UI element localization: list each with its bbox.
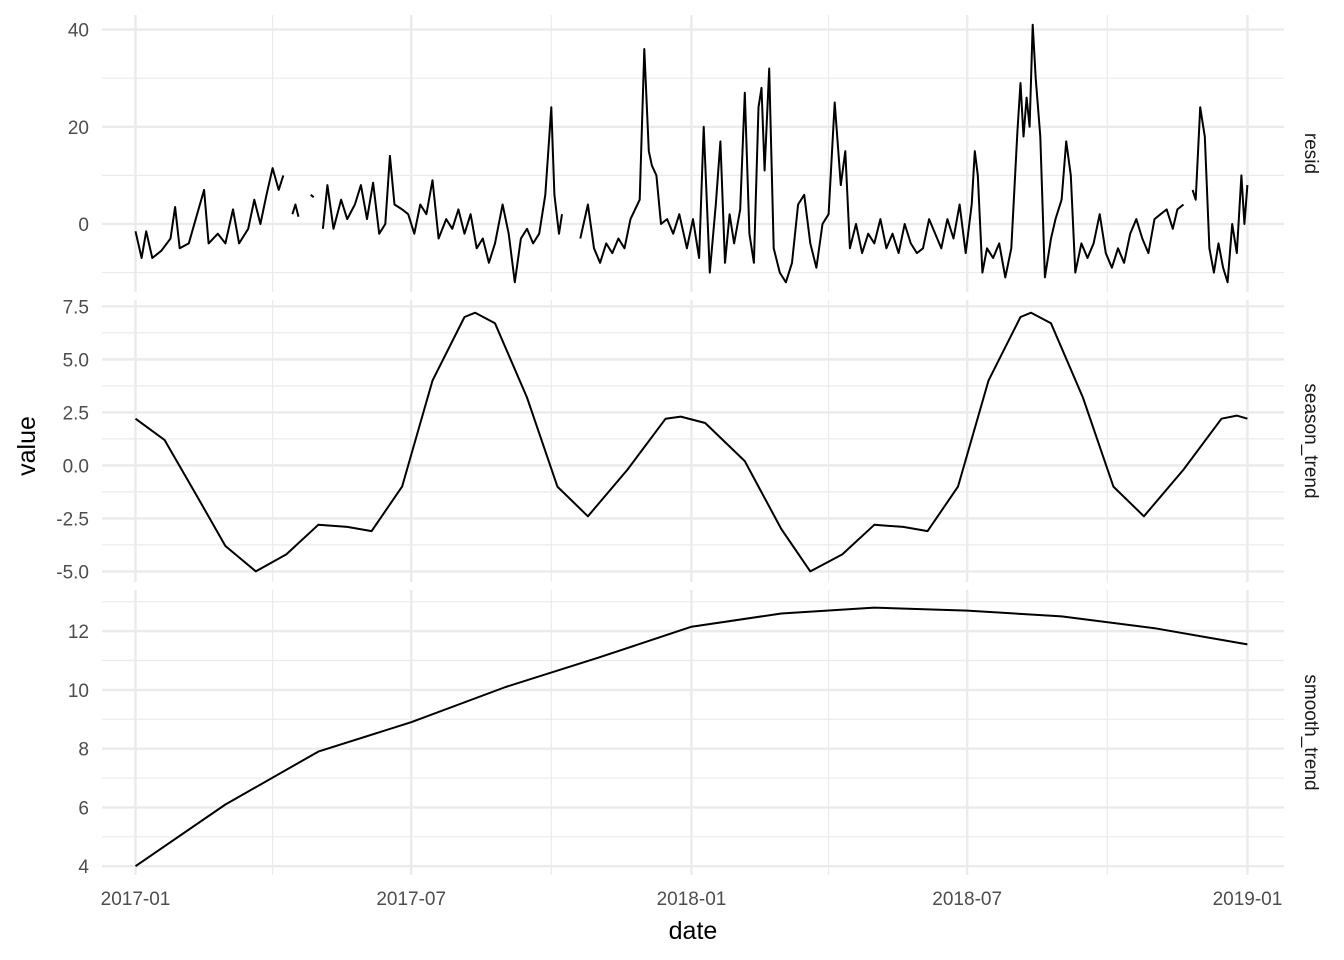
y-tick-label: 4 xyxy=(78,857,89,878)
series-line-resid xyxy=(134,23,1249,284)
y-tick-label: 5.0 xyxy=(63,350,89,371)
panel-season_trend: 7.5 5.0 2.5 0.0 -2.5 -5.0 season_trend xyxy=(56,297,1321,583)
x-tick-label: 2017-01 xyxy=(101,889,171,910)
panel-smooth_trend: 12 10 8 6 4 smooth_trend xyxy=(68,590,1321,878)
panel-resid: 0 20 40 resid xyxy=(68,15,1321,292)
strip-label: season_trend xyxy=(1300,383,1321,498)
y-tick-label: 40 xyxy=(68,21,89,42)
y-tick-label: 0 xyxy=(78,215,89,236)
y-tick-label: 0.0 xyxy=(63,456,89,477)
x-tick-label: 2019-01 xyxy=(1213,889,1283,910)
y-tick-label: 6 xyxy=(78,798,89,819)
y-tick-label: -5.0 xyxy=(56,562,89,583)
y-tick-label: -2.5 xyxy=(56,509,89,530)
y-tick-label: 12 xyxy=(68,622,89,643)
x-tick-label: 2017-07 xyxy=(376,889,446,910)
x-axis-title: date xyxy=(669,917,718,945)
y-tick-label: 20 xyxy=(68,118,89,139)
strip-label: smooth_trend xyxy=(1300,674,1321,790)
series-line-season_trend xyxy=(134,311,1248,573)
series-line-smooth_trend xyxy=(134,606,1248,868)
x-tick-label: 2018-07 xyxy=(932,889,1002,910)
y-axis-title: value xyxy=(13,416,41,476)
y-tick-label: 8 xyxy=(78,740,89,761)
x-tick-label: 2018-01 xyxy=(657,889,727,910)
y-tick-label: 2.5 xyxy=(63,403,89,424)
strip-label: resid xyxy=(1300,133,1321,174)
y-tick-label: 10 xyxy=(68,681,89,702)
y-tick-label: 7.5 xyxy=(63,297,89,318)
